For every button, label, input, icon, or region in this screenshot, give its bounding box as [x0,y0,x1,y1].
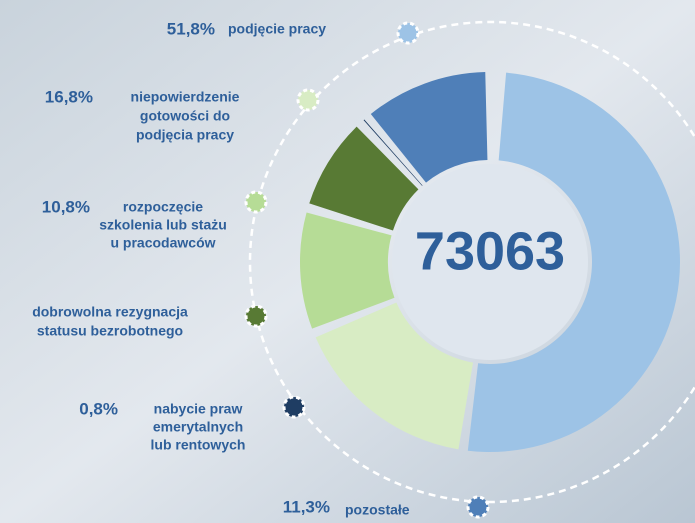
percent-label: 10,8% [42,197,90,216]
category-label: podjęcia pracy [136,127,234,143]
category-label: podjęcie pracy [228,21,326,37]
legend-dot [246,306,266,326]
legend-dot [246,192,266,212]
category-label: rozpoczęcie [123,199,203,215]
percent-label: 0,8% [79,399,118,418]
chart: 73063 51,8% podjęcie pracy 16,8% niepowierd… [0,0,695,523]
legend-dot [468,497,488,517]
category-label: nabycie praw [154,401,243,417]
category-label: u pracodawców [110,235,215,251]
legend-dot [298,90,318,110]
category-label: niepowierdzenie [131,89,240,105]
category-label: dobrowolna rezygnacja [32,304,188,320]
category-label: pozostałe [345,502,410,518]
legend-dot [284,397,304,417]
category-label: emerytalnych [153,419,243,435]
percent-label: 16,8% [45,87,93,106]
category-label: gotowości do [140,108,230,124]
category-label: lub rentowych [151,437,246,453]
category-label: szkolenia lub stażu [99,217,227,233]
category-label: statusu bezrobotnego [37,323,183,339]
percent-label: 51,8% [167,19,215,38]
legend-dot [398,23,418,43]
percent-label: 11,3% [283,497,330,516]
total-label: 73063 [415,221,565,281]
